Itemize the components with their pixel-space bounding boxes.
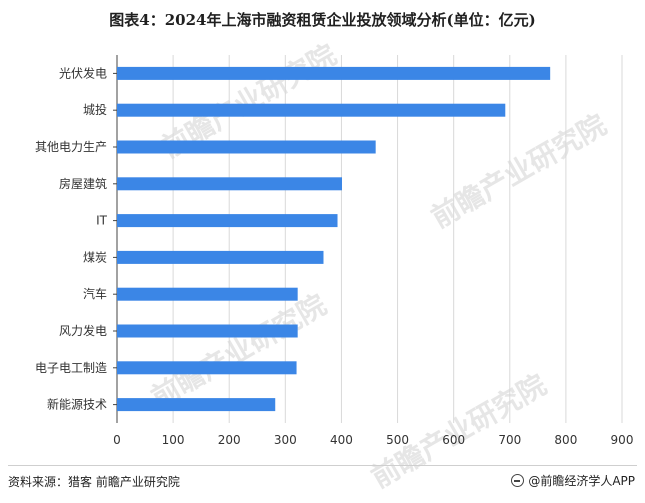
source-note: 资料来源：猎客 前瞻产业研究院 <box>8 475 180 489</box>
bar <box>117 66 551 80</box>
x-tick-label: 600 <box>442 433 465 447</box>
x-tick-label: 900 <box>611 433 634 447</box>
bar <box>117 287 298 301</box>
bar-chart: 0 100 200 300 400 500 600 700 800 900 光伏发电城投其他电力生产… <box>35 55 634 447</box>
x-tick-label: 500 <box>386 433 409 447</box>
footer-divider <box>8 465 637 466</box>
bar <box>117 250 324 264</box>
category-label: 新能源技术 <box>47 397 107 412</box>
category-label: 其他电力生产 <box>35 140 107 154</box>
x-tick-label: 400 <box>330 433 353 447</box>
category-label: 风力发电 <box>59 323 107 338</box>
brand-label: @前瞻经济学人APP <box>511 472 635 489</box>
category-label: 房屋建筑 <box>59 176 107 191</box>
x-tick-label: 700 <box>498 433 521 447</box>
bar <box>117 398 276 412</box>
category-label: 汽车 <box>83 286 107 301</box>
x-tick-label: 100 <box>162 433 185 447</box>
category-label: IT <box>96 214 108 228</box>
bar <box>117 177 343 191</box>
category-label: 煤炭 <box>83 250 107 264</box>
bar <box>117 361 297 375</box>
chart-title: 图表4：2024年上海市融资租赁企业投放领域分析(单位：亿元) <box>109 11 536 29</box>
x-tick-label: 800 <box>554 433 577 447</box>
brand-text: @前瞻经济学人APP <box>528 474 635 488</box>
bar <box>117 103 506 117</box>
x-tick-label: 0 <box>113 433 121 447</box>
category-label: 城投 <box>83 102 107 117</box>
x-tick-label: 300 <box>274 433 297 447</box>
bar <box>117 214 338 228</box>
x-tick-label: 200 <box>218 433 241 447</box>
category-label: 电子电工制造 <box>35 361 107 375</box>
bar <box>117 140 376 154</box>
bar <box>117 324 298 338</box>
brand-logo-icon <box>511 474 525 487</box>
category-label: 光伏发电 <box>59 65 107 80</box>
